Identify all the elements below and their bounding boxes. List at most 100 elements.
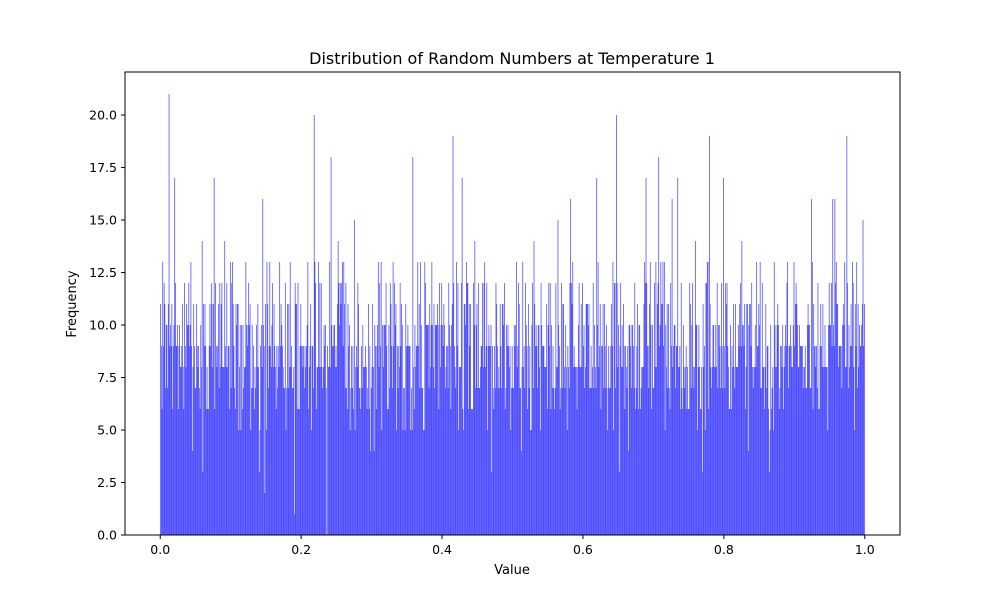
histogram-bar [220,367,221,535]
histogram-bar [330,367,331,535]
histogram-bar [207,409,209,535]
histogram-bar [423,430,425,535]
histogram-bar [576,409,578,535]
histogram-bar [539,367,541,535]
histogram-bar [638,325,640,535]
histogram-bar [433,304,435,535]
histogram-bar [856,262,858,535]
histogram-bar [749,304,751,535]
histogram-bar [302,367,304,535]
histogram-bar [671,199,673,535]
histogram-bar [366,409,368,535]
histogram-bar [859,325,860,535]
histogram-bar [422,388,424,535]
histogram-bar [419,388,421,535]
histogram-bar [168,94,170,536]
histogram-bar [721,283,722,535]
histogram-bar [754,325,756,535]
histogram-bar [584,388,586,535]
histogram-bar [403,388,405,535]
histogram-bar [623,346,625,535]
histogram-bar [709,304,711,535]
histogram-bar [445,367,447,535]
histogram-bar [801,346,803,535]
histogram-bar [234,388,235,535]
histogram-bar [863,346,865,535]
histogram-bar [547,325,549,535]
histogram-bar [520,451,522,535]
histogram-bar [728,367,729,535]
histogram-bar [229,409,231,535]
histogram-bar [656,367,657,535]
histogram-bar [232,262,233,535]
histogram-bar [381,430,383,535]
histogram-bar [839,346,841,535]
histogram-bar [469,346,471,535]
histogram-bar [543,346,545,535]
histogram-bar [313,115,315,535]
histogram-bar [743,346,745,535]
histogram-bar [165,325,167,535]
histogram-bar [358,388,360,535]
histogram-bar [857,304,859,535]
histogram-bar [650,325,652,535]
histogram-bar [166,325,168,535]
histogram-bar [560,388,562,535]
histogram-bar [348,346,350,535]
histogram-bar [551,325,553,535]
histogram-bar [524,388,526,535]
histogram-bar [454,367,456,535]
histogram-bar [510,430,512,535]
histogram-bar [307,262,309,535]
histogram-bar [641,367,643,535]
histogram-bar [622,367,624,535]
histogram-bar [492,346,493,535]
histogram-bar [637,409,639,535]
histogram-bar [437,304,438,535]
histogram-bar [185,367,187,535]
histogram-bar [630,346,631,535]
histogram-bar [462,409,464,535]
histogram-bar [523,367,524,535]
histogram-bar [288,304,290,535]
histogram-bar [447,388,449,535]
histogram-bar [287,304,288,535]
histogram-bar [530,430,531,535]
histogram-bar [267,304,269,535]
histogram-bar [691,325,693,535]
histogram-bar [398,346,400,535]
histogram-bar [387,409,389,535]
histogram-bar [173,325,175,535]
histogram-bar [534,304,536,535]
histogram-bar [683,325,684,535]
histogram-bar [714,367,715,535]
x-tick-label: 0.8 [714,542,734,557]
histogram-bar [773,430,774,535]
histogram-bar [418,346,419,535]
histogram-bar [322,367,324,535]
histogram-bar [437,325,439,535]
histogram-bar [474,241,476,536]
histogram-bar [337,241,339,536]
histogram-bar [448,283,450,535]
histogram-bar [378,367,380,535]
histogram-bar [779,388,781,535]
histogram-bar [571,304,573,535]
histogram-bar [624,409,626,535]
histogram-bar [246,346,248,535]
histogram-bar [549,346,550,535]
histogram-bar [706,262,708,535]
histogram-bar [432,367,434,535]
histogram-bar [522,262,524,535]
histogram-bar [306,325,308,535]
histogram-bar [373,367,374,535]
histogram-bar [639,325,641,535]
histogram-bar [172,346,174,535]
histogram-bar [823,367,825,535]
x-tick-label: 1.0 [855,542,875,557]
histogram-bar [352,346,354,535]
histogram-bar [802,346,803,535]
histogram-bar [712,325,714,535]
histogram-bar [601,346,603,535]
histogram-bar [798,367,800,535]
